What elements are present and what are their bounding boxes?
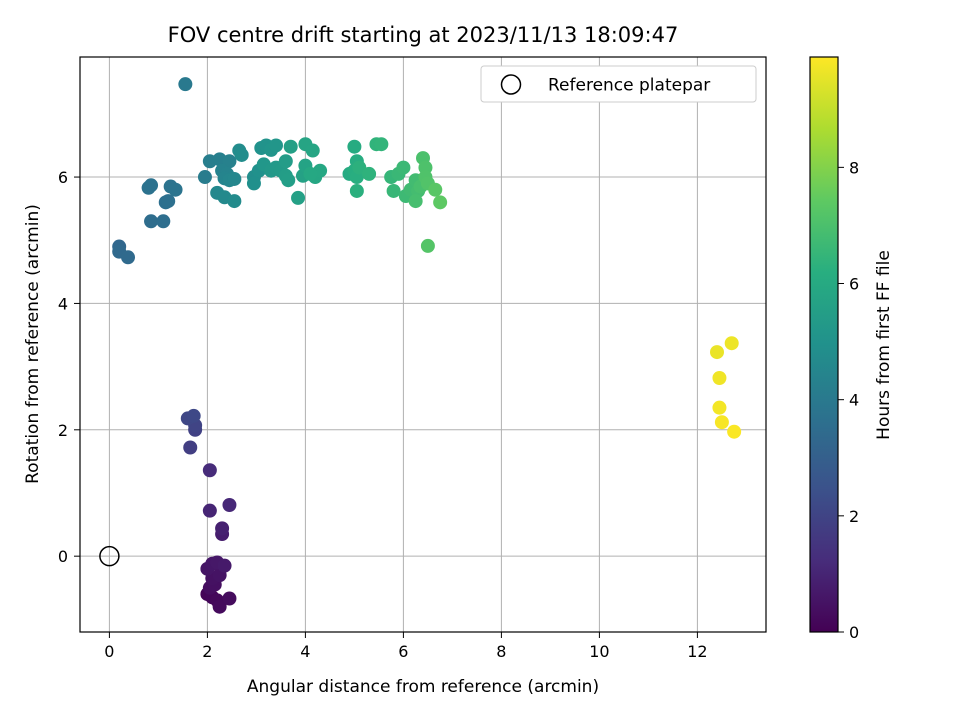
data-point bbox=[433, 195, 448, 210]
x-tick-label: 8 bbox=[496, 642, 506, 661]
data-point bbox=[714, 415, 729, 430]
data-point bbox=[396, 160, 411, 175]
data-point bbox=[291, 190, 306, 205]
colorbar-ticks: 0 2 4 6 8 bbox=[838, 158, 859, 642]
y-tick-label: 6 bbox=[58, 168, 68, 187]
colorbar: 0 2 4 6 8 Hours from first FF file bbox=[809, 56, 894, 642]
data-point bbox=[178, 77, 193, 92]
x-tick-label: 4 bbox=[300, 642, 310, 661]
data-point bbox=[362, 166, 377, 181]
data-point bbox=[222, 497, 237, 512]
x-tick-label: 10 bbox=[589, 642, 609, 661]
data-point bbox=[724, 336, 739, 351]
y-tick-label: 0 bbox=[58, 547, 68, 566]
data-point bbox=[161, 194, 176, 209]
chart-title: FOV centre drift starting at 2023/11/13 … bbox=[168, 23, 679, 47]
y-axis-ticks: 0 2 4 6 bbox=[58, 168, 80, 566]
data-point bbox=[121, 250, 136, 265]
y-tick-label: 4 bbox=[58, 294, 68, 313]
data-point bbox=[234, 147, 249, 162]
colorbar-gradient bbox=[809, 56, 839, 633]
colorbar-tick-label: 4 bbox=[849, 391, 859, 410]
y-axis-label: Rotation from reference (arcmin) bbox=[23, 204, 43, 484]
data-point bbox=[202, 463, 217, 478]
data-point bbox=[269, 138, 283, 153]
data-point bbox=[305, 143, 320, 158]
data-point bbox=[347, 139, 362, 154]
reference-platepar-marker bbox=[99, 545, 120, 567]
data-point bbox=[227, 171, 242, 186]
x-tick-label: 2 bbox=[202, 642, 212, 661]
data-point bbox=[428, 182, 443, 197]
data-point bbox=[303, 166, 318, 181]
data-point bbox=[712, 370, 727, 385]
data-points bbox=[112, 77, 742, 614]
x-tick-label: 6 bbox=[398, 642, 408, 661]
y-tick-label: 2 bbox=[58, 421, 68, 440]
data-point bbox=[222, 154, 237, 169]
data-point bbox=[168, 182, 183, 197]
colorbar-tick-label: 8 bbox=[849, 158, 859, 177]
colorbar-label: Hours from first FF file bbox=[874, 250, 894, 440]
grid bbox=[80, 57, 766, 632]
data-point bbox=[349, 183, 364, 198]
data-point bbox=[283, 139, 298, 154]
data-point bbox=[408, 194, 423, 209]
data-point bbox=[156, 214, 171, 229]
data-point bbox=[186, 408, 201, 423]
data-point bbox=[212, 599, 227, 614]
data-point bbox=[183, 440, 198, 455]
data-point bbox=[278, 154, 293, 169]
data-point bbox=[386, 183, 401, 198]
data-point bbox=[144, 178, 159, 193]
data-point bbox=[197, 170, 212, 185]
plot-frame bbox=[79, 56, 767, 633]
data-point bbox=[227, 194, 242, 209]
data-point bbox=[215, 521, 230, 536]
data-point bbox=[281, 173, 296, 188]
data-point bbox=[712, 400, 727, 415]
data-point bbox=[374, 137, 389, 152]
legend-marker bbox=[500, 74, 522, 95]
legend-label: Reference platepar bbox=[548, 76, 710, 96]
data-point bbox=[420, 238, 435, 253]
data-point bbox=[217, 558, 232, 573]
colorbar-tick-label: 6 bbox=[849, 275, 859, 294]
legend-box bbox=[480, 65, 757, 103]
x-tick-label: 0 bbox=[104, 642, 114, 661]
x-tick-label: 12 bbox=[687, 642, 707, 661]
x-axis-ticks: 0 2 4 6 8 10 12 bbox=[104, 632, 708, 661]
colorbar-tick-label: 0 bbox=[849, 623, 859, 642]
data-point bbox=[727, 424, 742, 439]
data-point bbox=[144, 214, 159, 229]
data-point bbox=[246, 176, 261, 191]
colorbar-tick-label: 2 bbox=[849, 507, 859, 526]
x-axis-label: Angular distance from reference (arcmin) bbox=[247, 677, 599, 697]
data-point bbox=[222, 591, 237, 606]
data-point bbox=[710, 345, 724, 360]
data-point bbox=[202, 503, 217, 518]
legend: Reference platepar bbox=[480, 65, 757, 103]
